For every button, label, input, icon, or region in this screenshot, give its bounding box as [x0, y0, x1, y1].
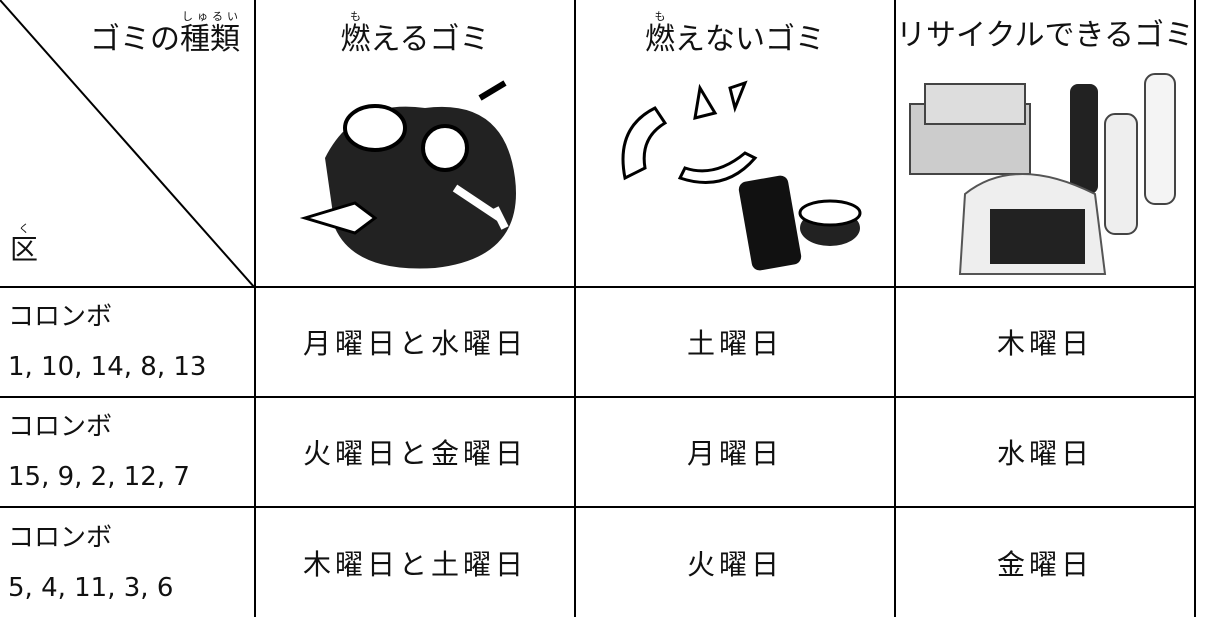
data-row: コロンボ 1, 10, 14, 8, 13 月曜日と水曜日 土曜日 木曜日 [0, 286, 1196, 398]
collection-day: 金曜日 [894, 506, 1196, 617]
corner-prefix: ゴミの [90, 22, 180, 57]
collection-day: 水曜日 [894, 396, 1196, 508]
diagonal-line [0, 0, 255, 288]
title-rest: えないゴミ [675, 22, 825, 57]
corner-base: 種類 [180, 22, 240, 57]
area-ruby: く [10, 222, 38, 235]
area-numbers: 5, 4, 11, 3, 6 [8, 572, 174, 603]
collection-day: 火曜日と金曜日 [254, 396, 576, 508]
recyclable-illustration [909, 73, 1176, 275]
area-numbers: 15, 9, 2, 12, 7 [8, 462, 190, 492]
title-ruby: も [340, 10, 371, 23]
data-row: コロンボ 5, 4, 11, 3, 6 木曜日と土曜日 火曜日 金曜日 [0, 506, 1196, 617]
title-ruby: も [645, 10, 675, 23]
schedule-table: ゴミの種類しゅるい 区く 燃もえるゴミ 燃もえないゴミ [0, 0, 1196, 617]
title-rest: えるゴミ [370, 22, 490, 57]
collection-day: 月曜日 [574, 396, 896, 508]
collection-day: 木曜日 [894, 286, 1196, 398]
area-cell: コロンボ 1, 10, 14, 8, 13 [0, 286, 256, 398]
area-name: コロンボ [8, 412, 113, 442]
corner-bottom: 区く [10, 222, 38, 268]
area-label: 区 [10, 233, 39, 266]
collection-day: 木曜日と土曜日 [254, 506, 576, 617]
corner-ruby: しゅるい [180, 10, 240, 23]
column-header: リサイクルできるゴミ [894, 0, 1196, 287]
area-cell: コロンボ 5, 4, 11, 3, 6 [0, 506, 256, 617]
column-header: 燃もえるゴミ [254, 0, 576, 287]
title-base: 燃 [645, 22, 675, 57]
column-header: 燃もえないゴミ [574, 0, 896, 287]
column-title: 燃もえないゴミ [576, 10, 894, 58]
collection-day: 火曜日 [574, 506, 896, 617]
corner-cell: ゴミの種類しゅるい 区く [0, 0, 256, 288]
non-burnable-illustration [621, 80, 862, 271]
corner-top: ゴミの種類しゅるい [90, 10, 240, 58]
collection-day: 土曜日 [574, 286, 896, 398]
area-cell: コロンボ 15, 9, 2, 12, 7 [0, 396, 256, 508]
collection-day: 月曜日と水曜日 [254, 286, 576, 398]
area-numbers: 1, 10, 14, 8, 13 [8, 352, 207, 382]
column-title: 燃もえるゴミ [256, 10, 574, 58]
title-base: 燃 [340, 22, 371, 57]
column-title: リサイクルできるゴミ [896, 10, 1194, 54]
burnable-illustration [299, 80, 516, 269]
header-row: ゴミの種類しゅるい 区く 燃もえるゴミ 燃もえないゴミ [0, 0, 1196, 288]
title-rest: リサイクルできるゴミ [896, 18, 1194, 53]
data-row: コロンボ 15, 9, 2, 12, 7 火曜日と金曜日 月曜日 水曜日 [0, 396, 1196, 508]
area-name: コロンボ [8, 302, 113, 332]
area-name: コロンボ [8, 522, 113, 553]
